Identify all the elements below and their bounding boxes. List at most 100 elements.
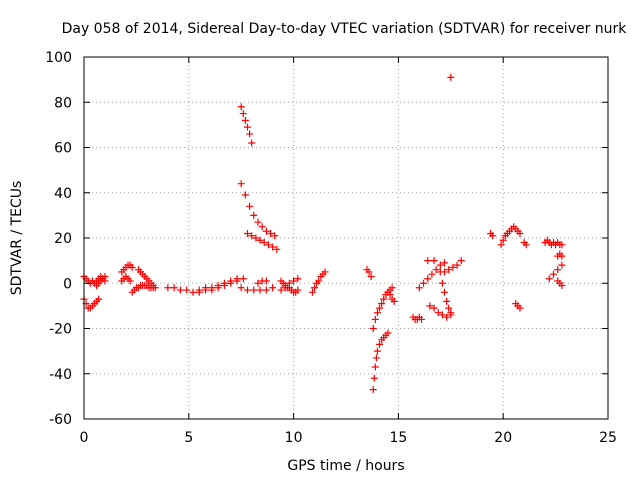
data-point — [376, 340, 384, 348]
y-tick-label: -20 — [49, 322, 72, 338]
y-tick-label: 60 — [54, 141, 72, 157]
x-tick-label: 0 — [80, 430, 89, 446]
data-point — [239, 110, 247, 118]
y-tick-label: -60 — [49, 412, 72, 428]
data-point — [170, 284, 178, 292]
data-point — [432, 266, 440, 274]
data-point — [516, 304, 524, 312]
y-axis-label: SDTVAR / TECUs — [9, 181, 25, 296]
data-point — [441, 288, 449, 296]
data-point — [369, 386, 377, 394]
data-point — [246, 130, 254, 138]
data-point — [415, 284, 423, 292]
data-point — [256, 236, 264, 244]
data-point — [264, 241, 272, 249]
y-tick-label: 100 — [45, 50, 72, 66]
data-point — [243, 229, 251, 237]
data-point — [428, 270, 436, 278]
data-point — [372, 354, 380, 362]
data-point — [438, 311, 446, 319]
data-point — [516, 229, 524, 237]
data-point — [424, 275, 432, 283]
data-point — [294, 275, 302, 283]
data-point — [311, 284, 319, 292]
data-point — [449, 263, 457, 271]
data-point — [252, 234, 260, 242]
data-points — [80, 73, 566, 394]
data-point — [434, 309, 442, 317]
data-point — [95, 295, 103, 303]
data-point — [273, 245, 281, 253]
data-point — [101, 277, 109, 285]
data-point — [214, 282, 222, 290]
data-point — [453, 261, 461, 269]
data-point — [558, 282, 566, 290]
data-point — [441, 268, 449, 276]
data-point — [260, 239, 268, 247]
data-point — [499, 236, 507, 244]
data-point — [365, 268, 373, 276]
data-point — [262, 286, 270, 294]
data-point — [522, 241, 530, 249]
data-point — [290, 277, 298, 285]
data-point — [183, 286, 191, 294]
data-point — [176, 286, 184, 294]
y-tick-label: 20 — [54, 231, 72, 247]
x-tick-label: 15 — [389, 430, 407, 446]
data-point — [417, 315, 425, 323]
data-point — [243, 286, 251, 294]
data-point — [441, 259, 449, 267]
data-point — [388, 284, 396, 292]
y-tick-label: 0 — [63, 276, 72, 292]
data-point — [371, 315, 379, 323]
x-tick-label: 10 — [285, 430, 303, 446]
data-point — [254, 279, 262, 287]
y-tick-label: 80 — [54, 95, 72, 111]
grid-lines — [84, 57, 608, 419]
data-point — [281, 284, 289, 292]
data-point — [149, 282, 157, 290]
data-point — [262, 227, 270, 235]
data-point — [420, 279, 428, 287]
x-tick-labels: 0 5 10 15 20 25 — [80, 430, 617, 446]
data-point — [376, 304, 384, 312]
y-tick-labels: -60 -40 -20 0 20 40 60 80 100 — [45, 50, 72, 428]
data-point — [308, 288, 316, 296]
data-point — [436, 261, 444, 269]
data-point — [271, 232, 279, 240]
data-point — [202, 284, 210, 292]
chart-title: Day 058 of 2014, Sidereal Day-to-day VTE… — [62, 21, 628, 37]
x-tick-label: 25 — [599, 430, 617, 446]
data-point — [390, 297, 398, 305]
data-point — [367, 272, 375, 280]
data-point — [489, 232, 497, 240]
data-point — [250, 211, 258, 219]
data-point — [554, 266, 562, 274]
data-point — [294, 286, 302, 294]
data-point — [237, 180, 245, 188]
data-point — [447, 309, 455, 317]
data-point — [258, 223, 266, 231]
data-point — [237, 284, 245, 292]
x-tick-label: 5 — [184, 430, 193, 446]
x-tick-label: 20 — [494, 430, 512, 446]
data-point — [243, 123, 251, 131]
data-point — [248, 139, 256, 147]
data-point — [371, 363, 379, 371]
data-point — [246, 202, 254, 210]
data-point — [321, 268, 329, 276]
data-point — [443, 297, 451, 305]
data-point — [430, 257, 438, 265]
data-point — [373, 347, 381, 355]
data-point — [438, 279, 446, 287]
data-point — [384, 329, 392, 337]
data-point — [424, 257, 432, 265]
data-point — [369, 325, 377, 332]
y-tick-label: 40 — [54, 186, 72, 202]
data-point — [426, 302, 434, 310]
data-point — [128, 263, 136, 271]
data-point — [430, 304, 438, 312]
axis-ticks — [83, 56, 609, 420]
data-point — [380, 295, 388, 303]
